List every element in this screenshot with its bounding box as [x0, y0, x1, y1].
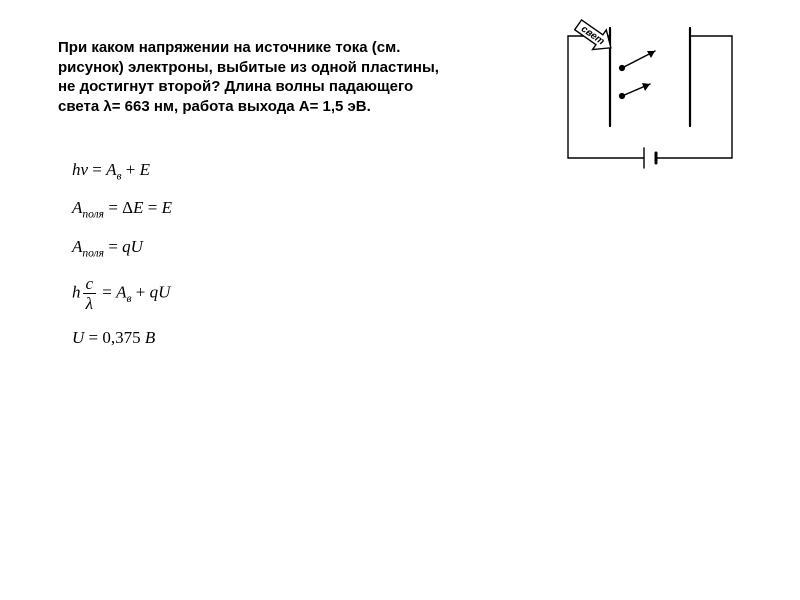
sym-U: U	[131, 237, 143, 256]
sym-eq: =	[84, 328, 102, 347]
sym-h: h	[72, 283, 81, 302]
result-unit: В	[145, 328, 155, 347]
sym-delta: Δ	[122, 198, 133, 217]
circuit-diagram: свет	[550, 18, 750, 183]
frac-den: λ	[83, 294, 97, 312]
sym-eq: =	[88, 160, 106, 179]
equation-4: hcλ = Aв + qU	[72, 275, 172, 312]
fraction-c-lambda: cλ	[83, 275, 97, 312]
sub-polya: поля	[82, 246, 104, 259]
sym-A: A	[116, 283, 126, 302]
sym-plus: +	[132, 283, 150, 302]
sym-E: E	[140, 160, 150, 179]
sym-A: A	[72, 198, 82, 217]
equation-3: Aполя = qU	[72, 237, 172, 259]
result-value: 0,375	[102, 328, 140, 347]
sym-q: q	[150, 283, 159, 302]
sym-E: E	[162, 198, 172, 217]
equation-5: U = 0,375 В	[72, 328, 172, 348]
sym-eq: =	[104, 198, 122, 217]
sub-polya: поля	[82, 208, 104, 221]
sym-eq: =	[143, 198, 161, 217]
sym-A: A	[106, 160, 116, 179]
sym-h: h	[72, 160, 81, 179]
sym-eq: =	[104, 237, 122, 256]
sym-U: U	[72, 328, 84, 347]
sym-A: A	[72, 237, 82, 256]
equations-block: hν = Aв + E Aполя = ΔE = E Aполя = qU hc…	[72, 160, 172, 364]
equation-2: Aполя = ΔE = E	[72, 198, 172, 220]
sym-q: q	[122, 237, 131, 256]
sym-nu: ν	[81, 160, 89, 179]
problem-statement: При каком напряжении на источнике тока (…	[58, 38, 458, 116]
sym-E: E	[133, 198, 143, 217]
frac-num: c	[83, 275, 97, 294]
sym-eq: =	[98, 283, 116, 302]
sym-U: U	[158, 283, 170, 302]
sym-plus: +	[122, 160, 140, 179]
equation-1: hν = Aв + E	[72, 160, 172, 182]
